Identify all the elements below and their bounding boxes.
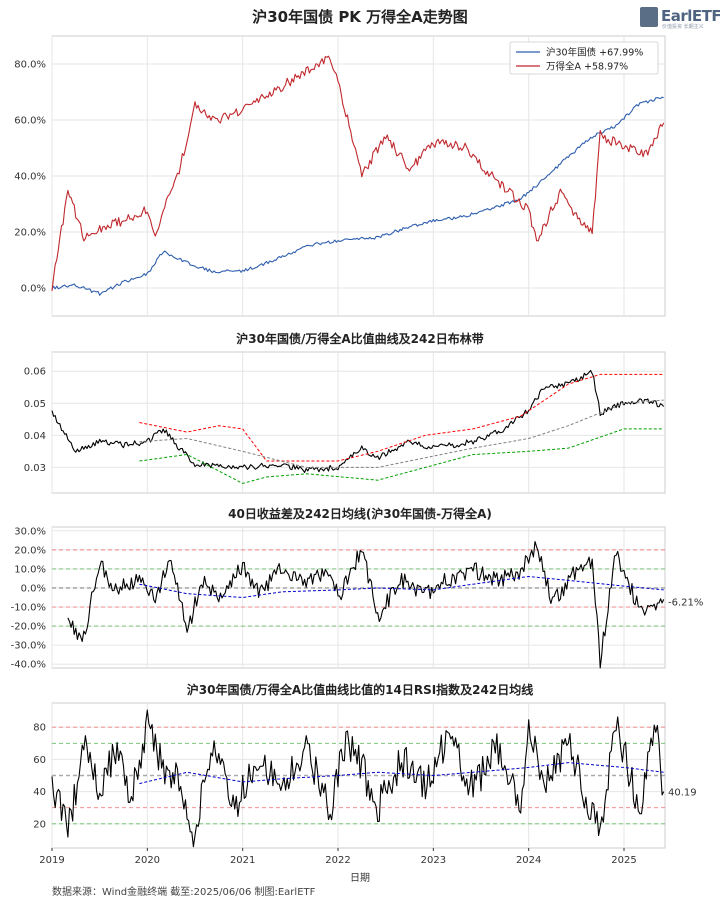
series-ma-line	[139, 762, 664, 785]
figure-title: 沪30年国债 PK 万得全A走势图	[252, 8, 468, 26]
y-tick-label: 30.0%	[14, 526, 46, 537]
subplot-title: 沪30年国债/万得全A比值曲线及242日布林带	[236, 331, 483, 346]
x-tick-label: 2019	[39, 855, 64, 866]
y-tick-label: 20.0%	[14, 228, 46, 239]
y-tick-label: 80.0%	[14, 60, 46, 71]
subplot-title: 40日收益差及242日均线(沪30年国债-万得全A)	[228, 506, 492, 521]
y-tick-label: 40.0%	[14, 172, 46, 183]
y-tick-label: 80	[33, 723, 46, 734]
y-tick-label: 0.0%	[21, 284, 46, 295]
series-ratio-line	[51, 369, 665, 473]
x-tick-label: 2020	[135, 855, 160, 866]
series-ma-line	[139, 576, 664, 598]
series-upper-line	[139, 373, 664, 462]
y-tick-label: 60.0%	[14, 116, 46, 127]
legend-box	[509, 41, 659, 75]
subplot-title: 沪30年国债/万得全A比值曲线比值的14日RSI指数及242日均线	[187, 682, 533, 697]
earletf-logo: EarlETF 价值投资 长期主义	[640, 7, 720, 30]
x-tick-label: 2023	[421, 855, 446, 866]
y-tick-label: 10.0%	[14, 564, 46, 575]
y-tick-label: 0.0%	[21, 583, 46, 594]
legend: 沪30年国债 +67.99% 万得全A +58.97%	[509, 41, 659, 75]
series-mid-line	[139, 399, 664, 468]
y-tick-label: 0.05	[24, 399, 46, 410]
logo-text: EarlETF	[661, 7, 720, 25]
logo-subtext: 价值投资 长期主义	[662, 24, 704, 30]
end-value-label: -6.21%	[668, 597, 703, 608]
legend-entry-bond: 沪30年国债 +67.99%	[546, 47, 643, 59]
x-tick-label: 2021	[230, 855, 255, 866]
y-tick-label: 20	[33, 819, 46, 830]
y-tick-label: -40.0%	[11, 660, 46, 671]
x-tick-label: 2024	[516, 855, 541, 866]
panel-2: 沪30年国债/万得全A比值曲线及242日布林带 0.03 0.04 0.05 0.06	[24, 331, 666, 494]
y-tick-label: -30.0%	[11, 641, 46, 652]
plot-area	[51, 351, 666, 494]
plot-area	[51, 526, 666, 669]
series-lower-line	[139, 428, 664, 484]
end-value-label: 40.19	[668, 788, 697, 799]
panel-4: 沪30年国债/万得全A比值曲线比值的14日RSI指数及242日均线 20 40 60 8…	[33, 682, 696, 866]
series-ratio-line	[51, 709, 665, 848]
y-tick-label: 20.0%	[14, 545, 46, 556]
logo-mark-icon	[640, 7, 658, 27]
y-tick-label: 0.03	[24, 463, 46, 474]
panel-3: 40日收益差及242日均线(沪30年国债-万得全A) -40.0% -30.0% -2…	[11, 506, 704, 671]
series-equity-line	[51, 55, 665, 292]
x-axis-label: 日期	[350, 873, 370, 884]
x-tick-label: 2022	[325, 855, 350, 866]
source-footer: 数据来源：Wind金融终端 截至:2025/06/06 制图:EarlETF	[52, 887, 316, 898]
legend-entry-equity: 万得全A +58.97%	[546, 61, 628, 73]
series-ratio-line	[67, 540, 665, 669]
y-tick-label: -20.0%	[11, 622, 46, 633]
y-tick-label: 0.04	[24, 431, 46, 442]
series-bond-line	[51, 96, 664, 296]
y-tick-label: 60	[33, 755, 46, 766]
x-tick-label: 2025	[611, 855, 636, 866]
y-tick-label: -10.0%	[11, 603, 46, 614]
y-tick-label: 40	[33, 787, 46, 798]
y-tick-label: 0.06	[24, 367, 46, 378]
panel-1: 0.0% 20.0% 40.0% 60.0% 80.0% 沪30年国债 +67.99% 万得…	[14, 35, 666, 317]
